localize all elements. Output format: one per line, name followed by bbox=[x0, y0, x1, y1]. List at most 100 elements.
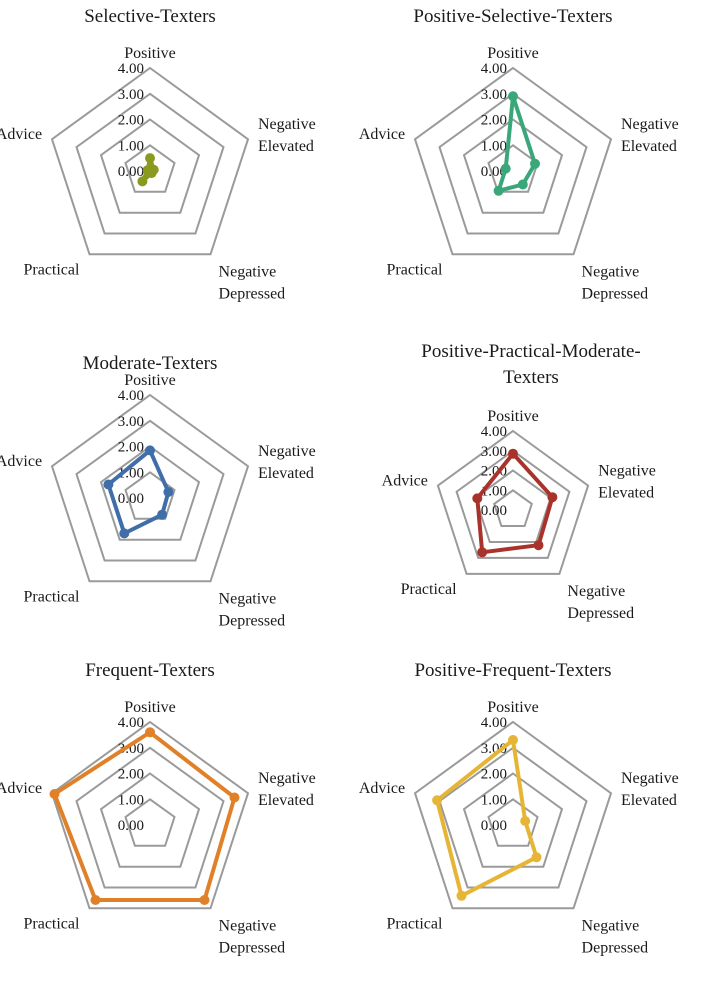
tick-label: 1.00 bbox=[118, 138, 144, 154]
grid-ring bbox=[487, 798, 539, 847]
axis-label-advice: Advice bbox=[382, 473, 428, 490]
tick-label: 2.00 bbox=[481, 113, 507, 129]
axis-label-advice: Advice bbox=[0, 780, 42, 797]
chart-title: Positive-Selective-Texters bbox=[413, 6, 612, 27]
axis-label-negative-depressed: Negative Depressed bbox=[219, 263, 286, 302]
radar-panel-frequent-texters: Frequent-Texters 0.00 1.00 2.00 3.00 4.00 Posi… bbox=[0, 654, 363, 981]
series-line bbox=[52, 730, 237, 902]
grid-ring bbox=[99, 772, 201, 868]
data-point-positive bbox=[145, 727, 155, 738]
axis-label-negative-depressed: Negative Depressed bbox=[219, 590, 286, 629]
axis-label-negative-elevated: Negative Elevated bbox=[621, 770, 679, 809]
data-point-advice bbox=[500, 163, 511, 174]
data-point-negative-elevated bbox=[547, 492, 558, 503]
tick-label: 2.00 bbox=[118, 113, 144, 129]
tick-label: 1.00 bbox=[118, 792, 144, 808]
series-line bbox=[496, 94, 537, 193]
axis-label-positive: Positive bbox=[124, 372, 176, 389]
chart-title: Frequent-Texters bbox=[85, 660, 215, 681]
grid-ring bbox=[124, 798, 176, 847]
tick-label: 0.00 bbox=[481, 818, 507, 834]
axis-label-negative-elevated: Negative Elevated bbox=[621, 116, 679, 155]
tick-label: 0.00 bbox=[118, 818, 144, 834]
chart-title: Texters bbox=[503, 367, 559, 388]
data-point-negative-depressed bbox=[517, 179, 528, 190]
grid-ring bbox=[99, 118, 201, 214]
grid-ring bbox=[75, 92, 225, 235]
data-point-advice bbox=[103, 479, 114, 490]
grid-ring bbox=[124, 144, 176, 193]
series-line bbox=[435, 738, 539, 898]
axis-label-positive: Positive bbox=[124, 699, 176, 716]
chart-title: Moderate-Texters bbox=[83, 353, 218, 374]
tick-label: 4.00 bbox=[118, 715, 144, 731]
tick-label: 0.00 bbox=[118, 491, 144, 507]
grid-ring bbox=[455, 449, 571, 559]
data-point-advice bbox=[432, 795, 443, 806]
data-point-practical bbox=[477, 547, 488, 558]
radar-panel-positive-selective-texters: Positive-Selective-Texters 0.00 1.00 2.00 3.… bbox=[359, 0, 726, 327]
axis-label-practical: Practical bbox=[23, 915, 80, 932]
data-point-positive bbox=[508, 448, 518, 459]
axis-label-advice: Advice bbox=[0, 453, 42, 470]
tick-label: 2.00 bbox=[118, 767, 144, 783]
axis-label-practical: Practical bbox=[401, 581, 458, 598]
tick-label: 4.00 bbox=[481, 61, 507, 77]
tick-label: 0.00 bbox=[481, 503, 507, 519]
radar-svg: Positive-Practical-Moderate-Texters0.001… bbox=[382, 341, 656, 622]
grid-ring bbox=[75, 746, 225, 889]
tick-label: 3.00 bbox=[118, 414, 144, 430]
tick-label: 4.00 bbox=[481, 424, 507, 440]
radar-svg: Selective-Texters 0.00 1.00 2.00 3.00 4.00Pos… bbox=[0, 6, 316, 302]
tick-label: 3.00 bbox=[481, 444, 507, 460]
tick-label: 4.00 bbox=[118, 61, 144, 77]
tick-label: 0.00 bbox=[481, 164, 507, 180]
radar-panel-positive-frequent-texters: Positive-Frequent-Texters 0.00 1.00 2.00 3.0… bbox=[359, 654, 726, 981]
grid-ring bbox=[75, 419, 225, 562]
axis-label-positive: Positive bbox=[487, 45, 539, 62]
radar-svg: Positive-Frequent-Texters 0.00 1.00 2.00 3.0… bbox=[359, 660, 679, 956]
tick-label: 3.00 bbox=[118, 741, 144, 757]
grid-ring bbox=[462, 118, 564, 214]
tick-label: 4.00 bbox=[481, 715, 507, 731]
grid-ring bbox=[413, 720, 613, 910]
tick-label: 3.00 bbox=[118, 87, 144, 103]
data-point-negative-elevated bbox=[229, 792, 240, 803]
tick-label: 3.00 bbox=[481, 741, 507, 757]
axis-label-negative-elevated: Negative Elevated bbox=[598, 463, 656, 502]
data-point-negative-elevated bbox=[530, 158, 540, 169]
axis-label-advice: Advice bbox=[359, 780, 405, 797]
chart-title: Positive-Frequent-Texters bbox=[414, 660, 611, 681]
data-point-positive bbox=[145, 445, 155, 456]
axis-label-practical: Practical bbox=[386, 261, 443, 278]
grid-ring bbox=[438, 746, 588, 889]
axis-label-negative-depressed: Negative Depressed bbox=[567, 583, 634, 622]
axis-label-negative-depressed: Negative Depressed bbox=[219, 917, 286, 956]
data-point-practical bbox=[90, 895, 101, 905]
data-point-advice bbox=[472, 493, 483, 504]
axis-label-negative-depressed: Negative Depressed bbox=[582, 263, 649, 302]
grid-ring bbox=[436, 429, 590, 575]
grid-ring bbox=[99, 445, 201, 541]
tick-label: 0.00 bbox=[118, 164, 144, 180]
tick-label: 1.00 bbox=[481, 138, 507, 154]
data-point-positive bbox=[145, 153, 155, 164]
series-line bbox=[475, 451, 555, 555]
tick-label: 3.00 bbox=[481, 87, 507, 103]
data-point-practical bbox=[119, 528, 130, 539]
tick-label: 2.00 bbox=[118, 440, 144, 456]
axis-label-practical: Practical bbox=[23, 588, 80, 605]
data-point-negative-elevated bbox=[520, 816, 531, 826]
data-point-negative-elevated bbox=[163, 487, 174, 497]
grid-ring bbox=[413, 66, 613, 256]
data-point-advice bbox=[49, 789, 60, 799]
data-point-negative-depressed bbox=[157, 509, 168, 520]
axis-label-negative-depressed: Negative Depressed bbox=[582, 917, 649, 956]
data-point-practical bbox=[456, 890, 467, 901]
axis-label-negative-elevated: Negative Elevated bbox=[258, 116, 316, 155]
axis-label-negative-elevated: Negative Elevated bbox=[258, 443, 316, 482]
grid-ring bbox=[50, 393, 250, 583]
data-point-negative-depressed bbox=[531, 852, 542, 863]
tick-label: 1.00 bbox=[481, 792, 507, 808]
tick-label: 2.00 bbox=[481, 767, 507, 783]
